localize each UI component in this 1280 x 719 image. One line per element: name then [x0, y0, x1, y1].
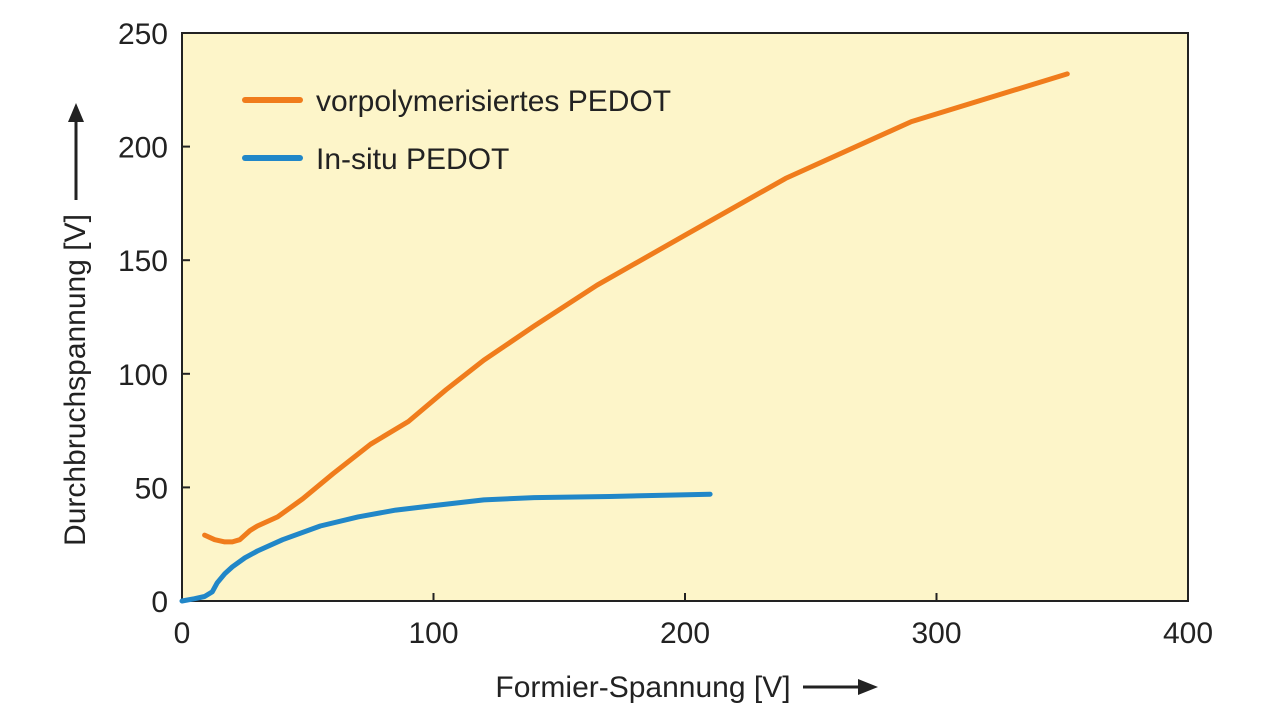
y-tick-label: 100 [118, 359, 168, 392]
legend-label-0: vorpolymerisiertes PEDOT [316, 85, 671, 118]
plot-area [181, 32, 1189, 602]
legend-label-1: In-situ PEDOT [316, 143, 509, 176]
x-tick-label: 400 [1163, 617, 1213, 650]
x-axis-title-group: Formier-Spannung [V] [495, 671, 878, 704]
x-axis-title: Formier-Spannung [V] [495, 671, 790, 704]
y-axis-title-group: Durchbruchspannung [V] [59, 103, 92, 546]
y-tick-label: 50 [135, 472, 168, 505]
x-axis-arrowhead [858, 679, 878, 695]
series-lines [179, 71, 1070, 604]
axis-ticks: 0 100 200 300 400 0 50 100 150 200 250 [118, 18, 1213, 650]
y-axis-title: Durchbruchspannung [V] [59, 214, 92, 546]
x-tick-label: 100 [408, 617, 458, 650]
y-tick-label: 0 [151, 586, 168, 619]
y-tick-label: 200 [118, 132, 168, 165]
legend: vorpolymerisiertes PEDOT In-situ PEDOT [242, 85, 671, 176]
series-line-1 [179, 491, 713, 604]
y-tick-label: 250 [118, 18, 168, 51]
x-tick-label: 0 [174, 617, 191, 650]
y-tick-label: 150 [118, 245, 168, 278]
x-tick-label: 300 [911, 617, 961, 650]
series-line-0 [202, 71, 1070, 545]
y-axis-arrowhead [68, 103, 84, 122]
x-tick-label: 200 [660, 617, 710, 650]
